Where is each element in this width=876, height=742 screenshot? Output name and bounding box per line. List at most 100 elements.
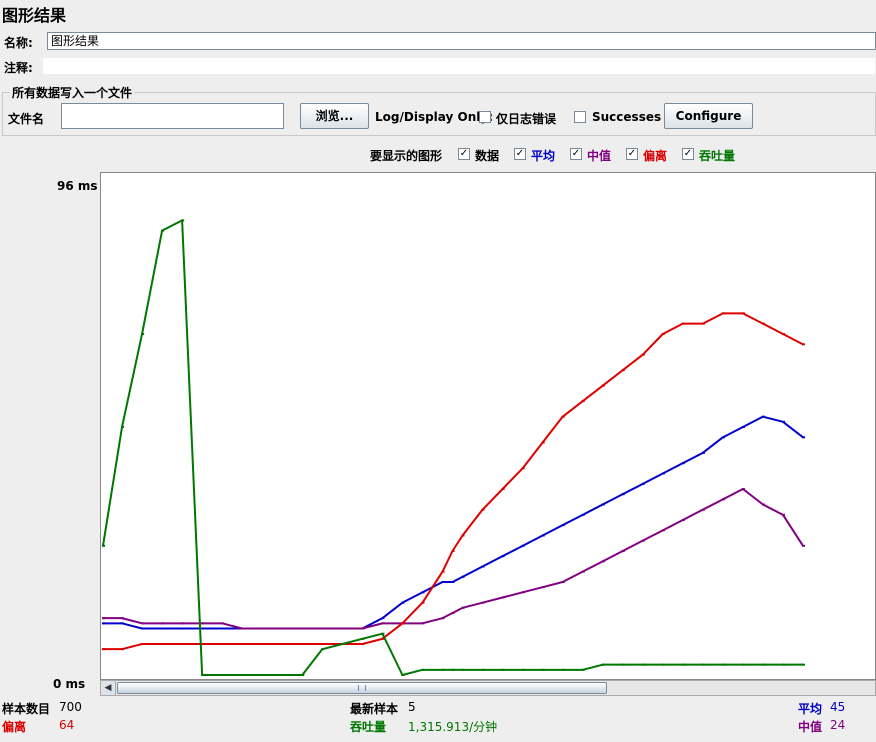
series-0-segment <box>782 421 804 439</box>
throughput-checkbox[interactable]: ✓ <box>682 148 694 160</box>
series-2-segment <box>481 488 504 511</box>
name-label: 名称: <box>4 36 33 50</box>
series-1-point <box>661 529 665 532</box>
series-1-point <box>581 570 585 573</box>
series-1-segment <box>522 586 543 594</box>
series-3-point <box>641 663 645 666</box>
series-3-point <box>802 663 805 666</box>
series-2-point <box>181 643 185 645</box>
series-0-point <box>161 627 165 630</box>
series-2-segment <box>501 467 524 490</box>
successes-checkbox[interactable] <box>574 111 586 123</box>
series-1-segment <box>662 519 684 532</box>
series-2-point <box>541 441 545 444</box>
series-0-segment <box>121 622 143 630</box>
filename-input[interactable] <box>61 103 284 129</box>
series-1-point <box>461 606 465 609</box>
data-checkbox[interactable]: ✓ <box>458 148 470 160</box>
series-3-point <box>102 544 105 547</box>
series-2-point <box>581 400 585 403</box>
series-1-segment <box>462 601 483 609</box>
comment-label: 注释: <box>4 61 33 75</box>
series-1-point <box>221 622 225 625</box>
series-1-point <box>501 596 505 599</box>
series-0-point <box>441 581 445 583</box>
series-3-segment <box>141 230 164 335</box>
series-3-point <box>121 426 125 428</box>
deviation-legend-label: 偏离 <box>643 149 668 163</box>
series-3-segment <box>102 426 124 546</box>
series-1-point <box>451 612 455 614</box>
series-0-point <box>221 627 225 630</box>
scrollbar-thumb[interactable] <box>117 682 607 694</box>
series-1-segment <box>422 617 443 625</box>
series-0-point <box>501 555 505 558</box>
series-2-segment <box>602 369 624 387</box>
series-2-point <box>481 508 485 511</box>
series-3-point <box>401 674 405 676</box>
series-1-point <box>681 519 685 521</box>
series-0-segment <box>542 524 564 537</box>
series-1-point <box>421 622 425 625</box>
series-1-point <box>102 617 105 620</box>
series-2-point <box>321 643 325 645</box>
configure-button[interactable]: Configure <box>664 103 753 129</box>
series-1-point <box>301 627 305 630</box>
series-2-segment <box>521 441 544 469</box>
series-2-point <box>721 312 725 315</box>
series-3-point <box>441 668 445 671</box>
series-0-segment <box>662 462 684 475</box>
series-0-point <box>181 627 185 630</box>
series-0-segment <box>702 436 724 454</box>
series-1-point <box>701 508 705 511</box>
series-2-segment <box>742 312 764 325</box>
series-3-point <box>561 668 565 671</box>
series-1-point <box>521 591 525 594</box>
series-3 <box>102 219 805 676</box>
series-1-point <box>321 627 325 630</box>
median-checkbox[interactable]: ✓ <box>570 148 582 160</box>
series-2-segment <box>421 571 444 604</box>
filename-label: 文件名 <box>8 112 45 126</box>
graph-horizontal-scrollbar[interactable]: ◀ <box>100 680 876 696</box>
series-3-point <box>781 663 785 666</box>
series-2-segment <box>401 601 424 625</box>
series-3-point <box>461 668 465 671</box>
series-1-segment <box>221 622 243 630</box>
series-1-segment <box>602 550 624 563</box>
series-3-point <box>141 333 145 335</box>
series-3-segment <box>121 333 144 428</box>
series-3-point <box>161 229 165 232</box>
deviation-checkbox[interactable]: ✓ <box>626 148 638 160</box>
median-stat-label: 中值 <box>798 720 823 734</box>
series-3-point <box>341 643 345 645</box>
window-title: 图形结果 <box>2 6 67 25</box>
series-2-segment <box>642 333 664 356</box>
series-1-point <box>161 622 165 625</box>
series-2-segment <box>762 322 784 335</box>
series-2-point <box>121 648 125 651</box>
average-stat-value: 45 <box>830 700 846 714</box>
series-1-segment <box>642 529 664 542</box>
series-3-point <box>301 674 305 676</box>
series-2-point <box>261 643 265 645</box>
throughput-legend-label: 吞吐量 <box>699 149 736 163</box>
series-3-point <box>621 663 625 666</box>
latest-sample-value: 5 <box>408 700 416 714</box>
series-2-point <box>761 322 765 325</box>
series-0-point <box>102 622 105 625</box>
scroll-left-arrow-icon[interactable]: ◀ <box>101 681 116 695</box>
series-0-segment <box>622 482 644 496</box>
average-checkbox[interactable]: ✓ <box>514 148 526 160</box>
errors-only-checkbox[interactable] <box>479 111 491 123</box>
comment-field[interactable] <box>42 57 876 75</box>
browse-button[interactable]: 浏览... <box>300 103 369 129</box>
series-0-point <box>621 493 625 496</box>
series-1-segment <box>742 488 764 506</box>
median-stat-value: 24 <box>830 718 846 732</box>
series-2-point <box>161 643 165 645</box>
median-legend-label: 中值 <box>587 149 612 163</box>
series-0-segment <box>482 555 504 568</box>
name-field[interactable]: 图形结果 <box>47 32 876 50</box>
series-0-segment <box>602 493 624 506</box>
